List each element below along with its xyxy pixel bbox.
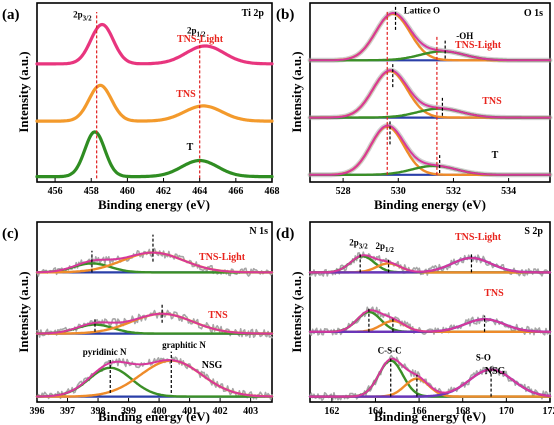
x-tick-label: 401 [182, 406, 197, 417]
peak-annotation: Lattice O [404, 6, 440, 16]
raw-spectrum [36, 247, 273, 277]
x-tick-label: 464 [192, 186, 207, 197]
peak-annotation: graphitic N [162, 340, 206, 350]
x-tick-label: 458 [84, 186, 99, 197]
series-label: TNS-Light [177, 34, 224, 45]
series-curve [35, 22, 274, 66]
panel-ti-2p: 456 458 460 462 464 466 468 TNS-LightTNST2p3/2… [2, 2, 280, 212]
x-tick-label: 396 [30, 406, 45, 417]
x-tick-label: 164 [368, 406, 383, 417]
peak-annotation: pyridinic N [83, 347, 127, 357]
y-axis-title: Intensity (a.u.) [289, 51, 304, 132]
panel-label: (c) [2, 226, 19, 242]
panel-title: N 1s [249, 226, 268, 237]
x-tick-label: 168 [455, 406, 470, 417]
x-axis-title: Binding energy (eV) [98, 409, 210, 424]
raw-spectrum [309, 251, 551, 278]
fit-envelope [309, 357, 551, 398]
series-label: TNS [484, 288, 504, 299]
series-label: TNS [208, 310, 228, 321]
x-tick-label: 460 [120, 186, 135, 197]
x-tick-label: 398 [91, 406, 106, 417]
series-label: TNS [176, 89, 196, 100]
panel-title: S 2p [524, 226, 543, 237]
x-axis-title: Binding energy (eV) [98, 197, 210, 212]
fit-envelope [36, 251, 273, 274]
panel-label: (a) [2, 7, 20, 23]
x-tick-label: 400 [152, 406, 167, 417]
fit-envelope [36, 312, 273, 335]
series-label: NSG [485, 366, 506, 377]
panel-s-2p: 162164166168170172 TNS-LightTNSNSG2p3/22… [276, 221, 554, 424]
series-label: T [187, 142, 194, 153]
peak-annotation-subscript: 1/2 [385, 246, 394, 254]
y-axis-title: Intensity (a.u.) [16, 271, 31, 352]
peak-annotation-subscript: 3/2 [359, 242, 368, 250]
peak-annotation: S-O [476, 353, 491, 363]
series-curve [35, 83, 274, 123]
fit-envelope [309, 69, 551, 119]
fit-envelope [36, 359, 273, 398]
x-tick-label: 403 [243, 406, 258, 417]
panel-title: Ti 2p [242, 8, 265, 19]
x-tick-label: 402 [213, 406, 228, 417]
panel-title: O 1s [524, 8, 543, 19]
series-label: TNS-Light [199, 252, 246, 263]
x-tick-label: 166 [412, 406, 427, 417]
x-tick-label: 170 [499, 406, 514, 417]
fit-envelope [309, 309, 551, 333]
series-label: TNS-Light [455, 232, 502, 243]
x-tick-label: 162 [324, 406, 339, 417]
x-tick-label: 530 [391, 186, 406, 197]
x-tick-label: 532 [446, 186, 461, 197]
panel-o-1s: 528 530 532 534 TNS-Light TNS T Lattice O -OH (… [276, 2, 553, 212]
series-label: TNS-Light [455, 40, 502, 51]
series-curve [35, 130, 274, 179]
x-tick-label: 456 [48, 186, 63, 197]
peak-annotation: C-S-C [378, 345, 402, 355]
fit-envelope [309, 254, 551, 274]
y-axis-title: Intensity (a.u.) [16, 51, 31, 132]
panel-label: (d) [276, 226, 294, 242]
panel-label: (b) [276, 7, 294, 23]
plot-frame [309, 2, 551, 183]
x-tick-label: 466 [228, 186, 243, 197]
series-label: TNS [482, 96, 502, 107]
x-tick-label: 462 [156, 186, 171, 197]
y-axis-title: Intensity (a.u.) [289, 271, 304, 352]
peak-annotation-subscript: 3/2 [83, 14, 92, 22]
series-label: T [492, 150, 499, 161]
plot-frame [36, 2, 273, 183]
raw-spectrum [309, 354, 551, 402]
plot-frame [309, 221, 551, 403]
x-tick-label: 534 [501, 186, 516, 197]
x-tick-label: 399 [121, 406, 136, 417]
x-tick-label: 172 [543, 406, 554, 417]
x-axis-title: Binding energy (eV) [374, 409, 486, 424]
peak-annotation: -OH [456, 31, 473, 41]
x-tick-label: 397 [60, 406, 75, 417]
series-label: NSG [202, 360, 223, 371]
fit-envelope [309, 124, 551, 176]
x-tick-label: 528 [336, 186, 351, 197]
fit-envelope [309, 12, 551, 62]
x-axis-title: Binding energy (eV) [374, 197, 486, 212]
x-tick-label: 468 [265, 186, 280, 197]
panel-n-1s: 396 397 398 399 400 401 402 403 TNS-Light TNS NSG… [2, 221, 274, 424]
peak-annotation-subscript: 1/2 [197, 30, 206, 38]
